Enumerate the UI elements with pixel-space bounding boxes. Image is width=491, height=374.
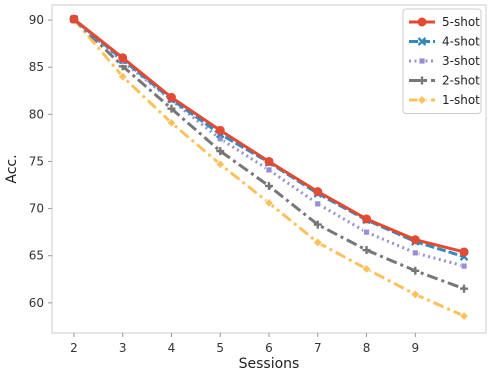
data-point: [265, 181, 273, 190]
y-tick-label: 65: [29, 249, 44, 263]
data-point: [117, 71, 128, 82]
legend-label: 2-shot: [442, 74, 480, 88]
x-tick-label: 6: [265, 341, 273, 355]
legend-item-5-shot: 5-shot: [409, 15, 480, 29]
data-point: [361, 263, 372, 274]
y-tick-label: 75: [29, 154, 44, 168]
tick-labels: 2 3 4 5 6 7 8 9 60 65 70 75 80 85 90: [29, 13, 419, 355]
legend-marker: [416, 94, 428, 106]
legend-label: 3-shot: [442, 54, 480, 68]
y-tick-label: 60: [29, 296, 44, 310]
data-point: [411, 249, 419, 257]
legend-label: 1-shot: [442, 93, 480, 107]
data-point: [265, 166, 273, 174]
y-tick-label: 70: [29, 202, 44, 216]
legend-marker: [417, 17, 427, 27]
legend: 5-shot 4-shot 3-shot 2-shot 1-shot: [402, 8, 482, 114]
data-point: [313, 187, 323, 197]
data-point: [264, 156, 274, 166]
x-tick-label: 3: [119, 341, 127, 355]
x-tick-label: 8: [363, 341, 371, 355]
legend-item-1-shot: 1-shot: [409, 93, 480, 107]
data-point: [314, 200, 322, 208]
data-point: [460, 284, 469, 293]
series-layer: [68, 14, 470, 322]
x-axis-label: Sessions: [239, 356, 300, 372]
data-point: [410, 289, 421, 300]
x-tick-label: 4: [168, 341, 176, 355]
x-tick-label: 7: [314, 341, 322, 355]
data-point: [263, 197, 275, 208]
y-tick-label: 80: [29, 107, 44, 121]
y-axis-label: Acc.: [4, 154, 20, 183]
data-point: [216, 147, 225, 156]
data-point: [410, 235, 420, 245]
x-tick-label: 9: [411, 341, 419, 355]
data-point: [118, 53, 128, 63]
data-point: [166, 117, 177, 128]
legend-label: 4-shot: [442, 35, 480, 49]
legend-marker: [417, 37, 427, 46]
data-point: [460, 262, 468, 270]
data-point: [312, 237, 323, 248]
data-point: [411, 266, 420, 275]
data-point: [167, 104, 176, 113]
data-point: [313, 220, 322, 229]
data-point: [215, 159, 226, 170]
y-tick-label: 85: [29, 60, 44, 74]
legend-box: [402, 8, 482, 114]
legend-marker: [418, 76, 426, 85]
legend-label: 5-shot: [442, 15, 480, 29]
data-point: [363, 228, 370, 236]
legend-item-4-shot: 4-shot: [409, 35, 480, 49]
y-tick-label: 90: [29, 13, 44, 27]
legend-item-2-shot: 2-shot: [409, 74, 480, 88]
data-point: [362, 214, 372, 224]
data-point: [166, 92, 176, 102]
data-point: [362, 246, 371, 255]
data-point: [215, 125, 225, 135]
data-point: [458, 310, 470, 322]
x-tick-label: 5: [216, 341, 224, 355]
legend-marker: [418, 57, 426, 65]
data-point: [459, 247, 469, 257]
legend-item-3-shot: 3-shot: [409, 54, 480, 68]
data-point: [69, 14, 79, 24]
series-5-shot: [69, 14, 469, 257]
x-tick-label: 2: [70, 341, 78, 355]
